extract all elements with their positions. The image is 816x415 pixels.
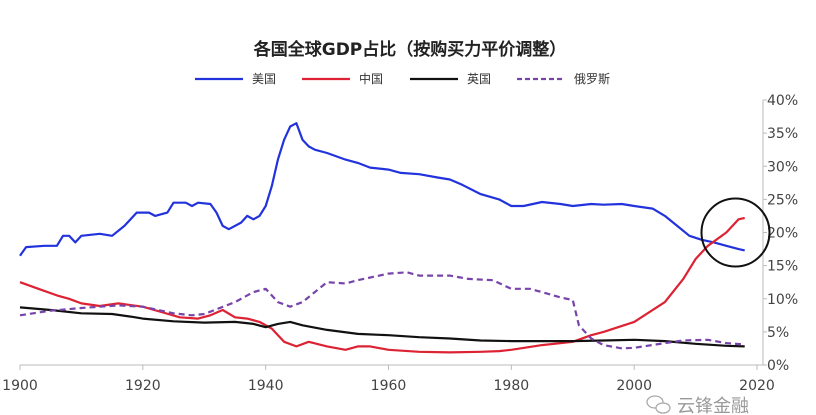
y-tick-label: 25% [767,192,798,208]
legend-label: 美国 [252,72,276,86]
x-tick-label: 2020 [739,378,775,394]
x-tick-label: 1960 [371,378,407,394]
wechat-icon [646,395,671,414]
watermark-text: 云锋金融 [677,396,749,415]
y-tick-label: 10% [767,292,798,308]
series-line-中国 [19,216,745,354]
legend-label: 中国 [359,71,383,86]
x-tick-label: 1920 [125,378,161,394]
y-tick-label: 5% [767,325,789,341]
x-tick-label: 1980 [494,378,530,394]
x-tick-label: 1900 [2,378,38,394]
chart-title: 各国全球GDP占比（按购买力平价调整） [253,39,567,60]
legend-label: 英国 [467,72,491,86]
annotation-circle [700,197,771,268]
series-line-英国 [19,306,745,348]
axes: 1900 1920 1940 1960 1980 2000 2020 0% 5% 10% 15% 20… [2,93,798,394]
annotation [700,197,771,268]
y-tick-label: 40% [767,93,798,109]
y-tick-label: 20% [767,226,798,242]
y-tick-label: 0% [767,358,789,374]
y-tick-label: 35% [767,126,798,142]
series-line-美国 [19,122,745,257]
y-tick-label: 30% [767,159,798,175]
series-lines [19,122,745,354]
watermark: 云锋金融 [646,395,749,415]
series-line-俄罗斯 [19,271,745,350]
legend: 美国 中国 英国 俄罗斯 [195,71,610,86]
legend-label: 俄罗斯 [574,72,610,86]
y-tick-label: 15% [767,259,798,275]
x-tick-label: 2000 [616,378,652,394]
x-tick-label: 1940 [248,378,284,394]
